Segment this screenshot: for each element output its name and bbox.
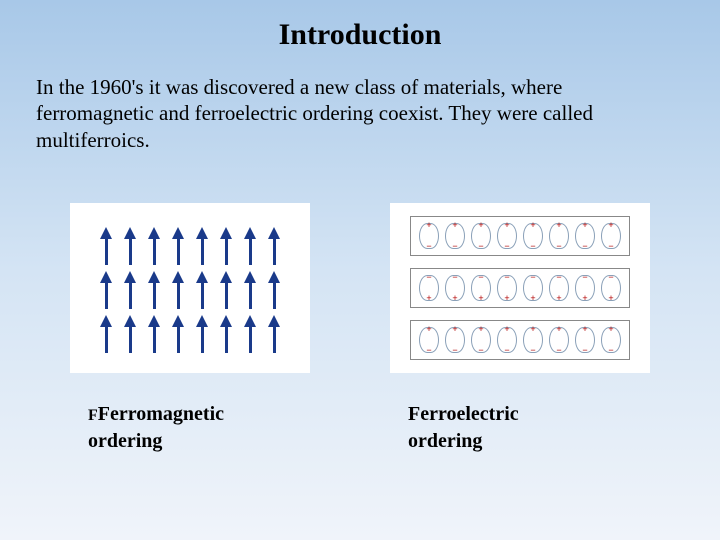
caption-prefix: F	[88, 407, 98, 424]
dipole-panel: +−+−+−+−+−+−+−+−	[410, 268, 630, 308]
minus-icon: −	[426, 346, 431, 355]
minus-icon: −	[582, 242, 587, 251]
minus-icon: −	[608, 273, 613, 282]
minus-icon: −	[530, 242, 535, 251]
dipole-cell: +−	[417, 273, 441, 303]
plus-icon: +	[452, 325, 457, 334]
plus-icon: +	[504, 221, 509, 230]
plus-icon: +	[452, 294, 457, 303]
ferromagnetic-panel	[70, 203, 310, 373]
plus-icon: +	[556, 294, 561, 303]
dipole-cell: +−	[495, 221, 519, 251]
dipole-cell: +−	[573, 273, 597, 303]
caption-line2: ordering	[408, 430, 482, 452]
dipole-stack: +−+−+−+−+−+−+−+−+−+−+−+−+−+−+−+−+−+−+−+−…	[410, 216, 630, 360]
dipole-cell: +−	[547, 273, 571, 303]
minus-icon: −	[504, 242, 509, 251]
dipole-cell: +−	[469, 221, 493, 251]
minus-icon: −	[452, 242, 457, 251]
dipole-cell: +−	[573, 325, 597, 355]
minus-icon: −	[556, 273, 561, 282]
minus-icon: −	[452, 346, 457, 355]
ferroelectric-panel: +−+−+−+−+−+−+−+−+−+−+−+−+−+−+−+−+−+−+−+−…	[390, 203, 650, 373]
dipole-cell: +−	[599, 221, 623, 251]
minus-icon: −	[478, 242, 483, 251]
plus-icon: +	[478, 325, 483, 334]
figures-row: FFerromagnetic ordering +−+−+−+−+−+−+−+−…	[0, 203, 720, 455]
plus-icon: +	[530, 325, 535, 334]
dipole-cell: +−	[521, 221, 545, 251]
plus-icon: +	[426, 325, 431, 334]
plus-icon: +	[426, 294, 431, 303]
dipole-cell: +−	[573, 221, 597, 251]
intro-paragraph: In the 1960's it was discovered a new cl…	[0, 52, 720, 153]
plus-icon: +	[504, 294, 509, 303]
plus-icon: +	[582, 221, 587, 230]
dipole-cell: +−	[599, 325, 623, 355]
plus-icon: +	[478, 221, 483, 230]
dipole-cell: +−	[521, 273, 545, 303]
dipole-cell: +−	[443, 325, 467, 355]
dipole-cell: +−	[443, 273, 467, 303]
minus-icon: −	[426, 273, 431, 282]
dipole-cell: +−	[417, 221, 441, 251]
dipole-cell: +−	[417, 325, 441, 355]
minus-icon: −	[608, 346, 613, 355]
caption-line1: Ferromagnetic	[98, 403, 224, 425]
minus-icon: −	[530, 273, 535, 282]
plus-icon: +	[504, 325, 509, 334]
arrow-grid	[95, 223, 285, 353]
dipole-cell: +−	[599, 273, 623, 303]
caption-line1: Ferroelectric	[408, 403, 519, 425]
plus-icon: +	[556, 221, 561, 230]
ferroelectric-caption: Ferroelectric ordering	[408, 401, 519, 455]
plus-icon: +	[426, 221, 431, 230]
plus-icon: +	[452, 221, 457, 230]
plus-icon: +	[478, 294, 483, 303]
minus-icon: −	[556, 242, 561, 251]
ferromagnetic-caption: FFerromagnetic ordering	[88, 401, 224, 455]
dipole-cell: +−	[469, 325, 493, 355]
plus-icon: +	[608, 294, 613, 303]
dipole-cell: +−	[495, 325, 519, 355]
plus-icon: +	[608, 221, 613, 230]
plus-icon: +	[530, 294, 535, 303]
minus-icon: −	[582, 273, 587, 282]
ferroelectric-figure: +−+−+−+−+−+−+−+−+−+−+−+−+−+−+−+−+−+−+−+−…	[390, 203, 650, 455]
minus-icon: −	[478, 346, 483, 355]
minus-icon: −	[478, 273, 483, 282]
dipole-cell: +−	[521, 325, 545, 355]
minus-icon: −	[582, 346, 587, 355]
minus-icon: −	[504, 346, 509, 355]
dipole-panel: +−+−+−+−+−+−+−+−	[410, 320, 630, 360]
plus-icon: +	[530, 221, 535, 230]
dipole-cell: +−	[547, 221, 571, 251]
minus-icon: −	[452, 273, 457, 282]
minus-icon: −	[530, 346, 535, 355]
dipole-cell: +−	[495, 273, 519, 303]
dipole-panel: +−+−+−+−+−+−+−+−	[410, 216, 630, 256]
plus-icon: +	[582, 325, 587, 334]
dipole-cell: +−	[469, 273, 493, 303]
minus-icon: −	[504, 273, 509, 282]
dipole-cell: +−	[443, 221, 467, 251]
slide-title: Introduction	[0, 0, 720, 52]
minus-icon: −	[426, 242, 431, 251]
plus-icon: +	[582, 294, 587, 303]
dipole-cell: +−	[547, 325, 571, 355]
plus-icon: +	[608, 325, 613, 334]
plus-icon: +	[556, 325, 561, 334]
minus-icon: −	[556, 346, 561, 355]
minus-icon: −	[608, 242, 613, 251]
ferromagnetic-figure: FFerromagnetic ordering	[70, 203, 310, 455]
caption-line2: ordering	[88, 430, 162, 452]
